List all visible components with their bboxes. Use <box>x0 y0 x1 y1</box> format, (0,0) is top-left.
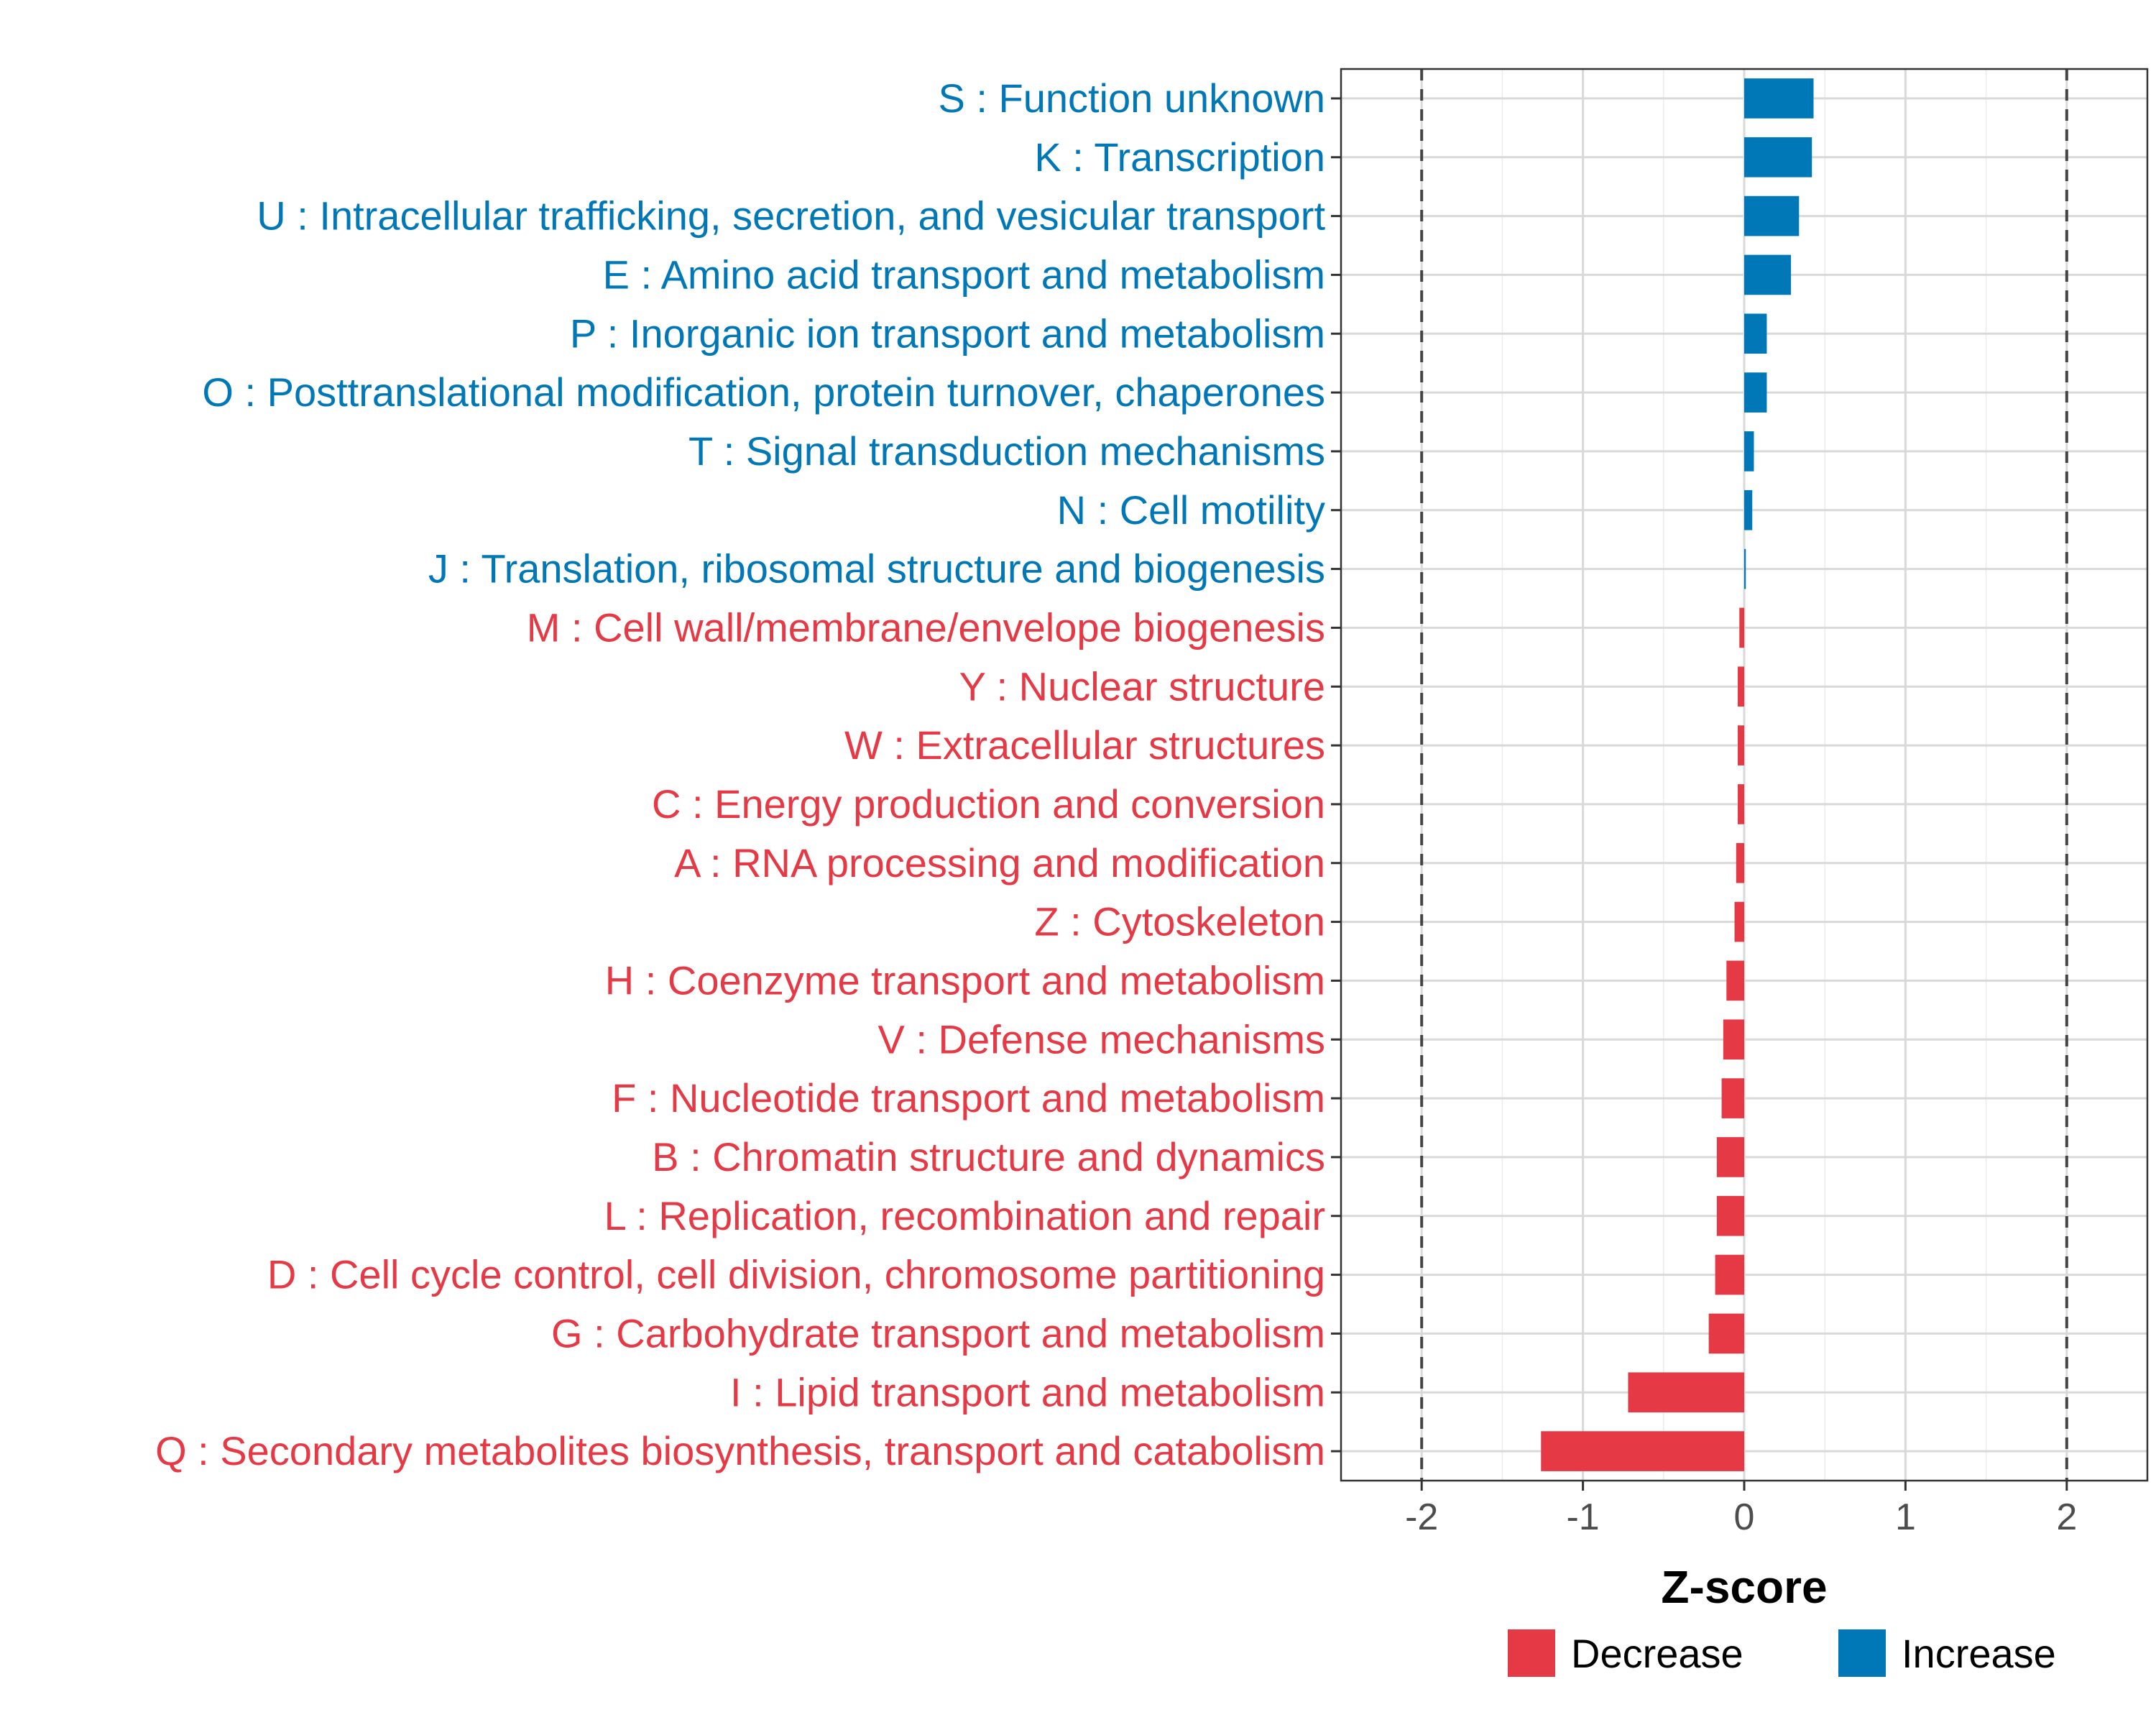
bar <box>1723 1019 1744 1060</box>
bar <box>1716 1195 1744 1236</box>
category-label: W : Extracellular structures <box>844 722 1325 768</box>
category-label: Q : Secondary metabolites biosynthesis, … <box>155 1428 1325 1473</box>
x-tick-label: -1 <box>1566 1496 1599 1538</box>
x-axis-title: Z-score <box>1661 1561 1827 1613</box>
bar <box>1744 431 1754 472</box>
category-label: E : Amino acid transport and metabolism <box>603 252 1325 297</box>
legend-label: Decrease <box>1571 1631 1743 1676</box>
bar <box>1708 1313 1744 1354</box>
legend: Decrease Increase <box>1508 1629 2056 1677</box>
bar <box>1744 196 1800 236</box>
category-label: C : Energy production and conversion <box>652 781 1325 827</box>
x-tick-label: 2 <box>2056 1496 2077 1538</box>
bar <box>1744 78 1814 119</box>
category-label: K : Transcription <box>1034 134 1325 180</box>
category-label: L : Replication, recombination and repai… <box>604 1193 1325 1238</box>
bar <box>1726 960 1744 1001</box>
bar <box>1744 372 1767 413</box>
bar <box>1744 254 1792 295</box>
category-label: F : Nucleotide transport and metabolism <box>612 1075 1325 1121</box>
bar <box>1744 313 1767 354</box>
bar <box>1744 137 1812 178</box>
bars <box>1541 78 1814 1471</box>
legend-swatch <box>1508 1629 1555 1677</box>
bar <box>1738 784 1744 824</box>
category-label: G : Carbohydrate transport and metabolis… <box>551 1310 1325 1356</box>
category-label: J : Translation, ribosomal structure and… <box>428 546 1325 592</box>
bar <box>1628 1372 1744 1413</box>
x-tick-label: -2 <box>1405 1496 1438 1538</box>
bar <box>1738 725 1744 765</box>
bar <box>1541 1431 1744 1471</box>
category-label: N : Cell motility <box>1057 487 1325 533</box>
bar <box>1736 842 1744 883</box>
bar <box>1744 489 1753 530</box>
bar <box>1739 607 1744 648</box>
category-label: P : Inorganic ion transport and metaboli… <box>570 310 1325 356</box>
x-tick-label: 1 <box>1895 1496 1916 1538</box>
bar <box>1734 901 1744 942</box>
bar <box>1721 1078 1744 1118</box>
bar <box>1715 1254 1744 1295</box>
category-label: D : Cell cycle control, cell division, c… <box>267 1252 1325 1297</box>
y-axis-labels: S : Function unknown K : Transcription U :… <box>155 75 1325 1473</box>
category-label: V : Defense mechanisms <box>878 1016 1325 1062</box>
category-label: A : RNA processing and modification <box>674 840 1325 886</box>
x-tick-label: 0 <box>1734 1496 1755 1538</box>
bar <box>1738 666 1744 707</box>
legend-label: Increase <box>1902 1631 2056 1676</box>
category-label: T : Signal transduction mechanisms <box>688 428 1325 474</box>
category-label: B : Chromatin structure and dynamics <box>652 1134 1325 1179</box>
category-label: Z : Cytoskeleton <box>1034 899 1325 944</box>
category-label: M : Cell wall/membrane/envelope biogenes… <box>527 604 1325 650</box>
category-label: Y : Nuclear structure <box>959 663 1325 709</box>
bar <box>1744 548 1746 589</box>
bar <box>1716 1137 1744 1177</box>
reference-lines <box>1420 69 2068 1481</box>
y-axis-ticks <box>1331 97 1341 1453</box>
category-label: U : Intracellular trafficking, secretion… <box>257 193 1325 239</box>
category-label: S : Function unknown <box>938 75 1325 121</box>
legend-swatch <box>1838 1629 1886 1677</box>
category-label: O : Posttranslational modification, prot… <box>202 369 1325 415</box>
category-label: I : Lipid transport and metabolism <box>730 1369 1325 1414</box>
x-axis-ticks <box>1420 1481 2068 1491</box>
x-axis-labels: -2 -1 0 1 2 <box>1405 1496 2077 1538</box>
category-label: H : Coenzyme transport and metabolism <box>605 957 1325 1003</box>
